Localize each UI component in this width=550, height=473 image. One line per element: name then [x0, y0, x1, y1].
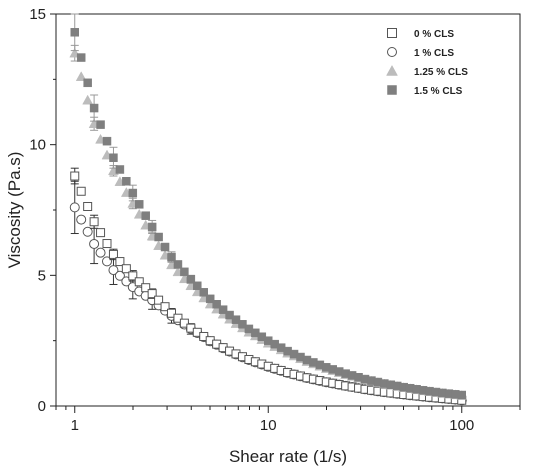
data-point	[147, 289, 157, 299]
y-tick-label: 10	[29, 137, 46, 154]
data-point	[134, 277, 144, 287]
data-point	[167, 308, 177, 318]
data-point	[102, 256, 113, 267]
data-point	[83, 78, 92, 88]
legend-marker	[387, 85, 397, 95]
data-point	[193, 281, 202, 291]
data-point	[225, 310, 234, 320]
data-point	[180, 267, 189, 277]
data-point	[82, 94, 94, 105]
data-point	[76, 186, 86, 196]
series-1-5-cls	[70, 13, 467, 400]
data-point	[70, 28, 80, 37]
legend-label: 1.25 % CLS	[414, 67, 468, 78]
legend-label: 0 % CLS	[414, 29, 454, 40]
data-point	[76, 53, 86, 62]
data-point	[160, 302, 170, 312]
data-point	[141, 283, 151, 293]
legend-marker	[386, 64, 398, 76]
x-tick-label: 100	[449, 417, 474, 434]
data-point	[95, 247, 106, 258]
legend: 0 % CLS 1 % CLS 1.25 % CLS 1.5 % CLS	[386, 28, 468, 97]
data-marks	[69, 13, 468, 406]
data-point	[457, 390, 467, 400]
data-point	[154, 232, 163, 242]
data-point	[238, 320, 247, 329]
data-point	[109, 153, 118, 162]
data-point	[147, 222, 157, 232]
data-point	[231, 315, 241, 324]
data-point	[160, 242, 170, 252]
x-tick-label: 1	[71, 417, 79, 434]
x-axis-title: Shear rate (1/s)	[229, 447, 347, 466]
legend-marker	[387, 47, 397, 57]
data-point	[89, 103, 99, 113]
x-tick-label: 10	[260, 417, 277, 434]
x-axis-ticks: 1 10 100	[55, 406, 521, 434]
data-point	[96, 228, 106, 238]
data-point	[75, 71, 87, 81]
series-1-cls	[69, 180, 467, 406]
data-point	[135, 200, 144, 209]
data-point	[114, 270, 125, 281]
data-point	[82, 226, 93, 237]
legend-marker	[387, 28, 397, 38]
data-point	[96, 120, 105, 129]
y-tick-label: 5	[38, 267, 46, 284]
data-point	[121, 264, 131, 274]
data-point	[102, 136, 112, 146]
legend-label: 1 % CLS	[414, 48, 454, 59]
y-tick-label: 0	[38, 398, 46, 415]
data-point	[167, 252, 176, 262]
data-point	[141, 211, 150, 220]
y-tick-label: 15	[29, 6, 46, 23]
data-point	[218, 305, 228, 314]
data-point	[199, 288, 209, 297]
data-point	[115, 257, 125, 267]
y-axis-title: Viscosity (Pa.s)	[5, 152, 24, 269]
y-axis-ticks: 0 5 10 15	[29, 6, 56, 415]
data-point	[108, 265, 119, 276]
data-point	[205, 294, 215, 304]
data-point	[179, 318, 189, 328]
data-point	[102, 239, 112, 249]
data-point	[122, 177, 131, 186]
data-point	[128, 271, 138, 281]
data-point	[212, 300, 221, 309]
data-point	[173, 313, 183, 323]
series-1-25-cls	[69, 44, 468, 400]
data-point	[108, 249, 118, 259]
data-point	[186, 275, 196, 284]
data-point	[83, 202, 93, 212]
data-point	[69, 202, 80, 213]
data-point	[154, 295, 164, 305]
data-point	[70, 171, 80, 181]
data-point	[89, 217, 99, 227]
data-point	[89, 238, 100, 249]
data-point	[76, 214, 87, 225]
data-point	[128, 188, 138, 198]
data-point	[115, 165, 125, 174]
legend-label: 1.5 % CLS	[414, 86, 463, 97]
series-0-cls	[70, 167, 467, 405]
data-point	[173, 260, 183, 269]
